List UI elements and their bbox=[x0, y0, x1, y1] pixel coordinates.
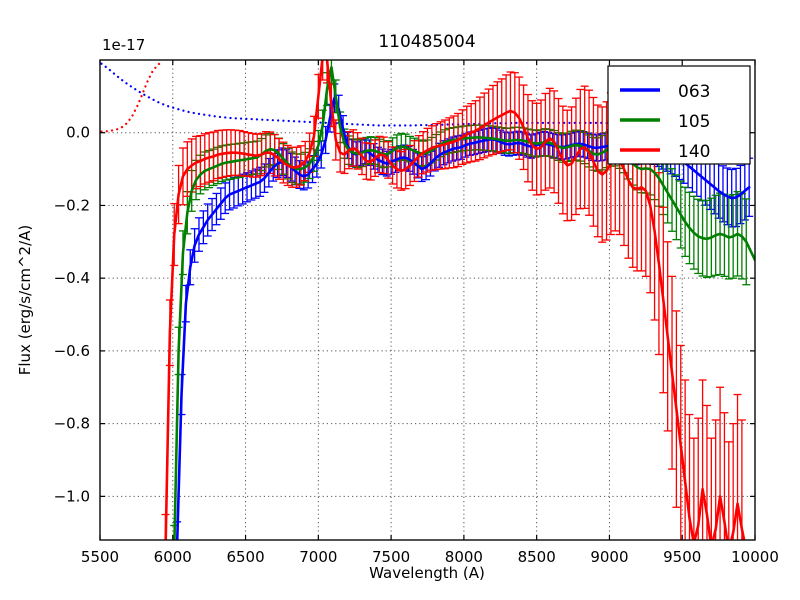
x-tick-label: 5500 bbox=[81, 548, 119, 566]
series-line-140 bbox=[164, 60, 746, 540]
legend-label-140[interactable]: 140 bbox=[678, 142, 710, 162]
y-tick-label: −0.6 bbox=[54, 342, 90, 360]
y-tick-label: −0.4 bbox=[54, 269, 90, 287]
axes-frame-overlay bbox=[99, 59, 756, 541]
x-axis-ticks: 5500 6000 6500 7000 7500 8000 8500 9000 9500 1000… bbox=[81, 60, 779, 566]
x-tick-label: 8000 bbox=[445, 548, 483, 566]
x-tick-label: 7500 bbox=[372, 548, 410, 566]
y-tick-label: −1.0 bbox=[54, 487, 90, 505]
x-tick-label: 7000 bbox=[299, 548, 337, 566]
series-line-105 bbox=[173, 65, 755, 540]
reference-lines bbox=[100, 60, 751, 133]
y-tick-label: −0.8 bbox=[54, 415, 90, 433]
x-tick-label: 9000 bbox=[590, 548, 628, 566]
y-tick-label: −0.2 bbox=[54, 196, 90, 214]
legend-box bbox=[607, 65, 751, 165]
x-tick-label: 10000 bbox=[731, 548, 779, 566]
legend-label-063[interactable]: 063 bbox=[678, 82, 710, 102]
y-axis-label: Flux (erg/s/cm^2/A) bbox=[16, 225, 34, 376]
y-axis-ticks: 0.0 −0.2 −0.4 −0.6 −0.8 −1.0 bbox=[54, 124, 755, 505]
legend[interactable]: 063 105 140 bbox=[607, 65, 751, 165]
x-tick-label: 6000 bbox=[154, 548, 192, 566]
red-dotted-reference bbox=[100, 60, 164, 133]
page-title: 110485004 bbox=[378, 32, 475, 52]
x-tick-label: 8500 bbox=[518, 548, 556, 566]
blue-dotted-reference bbox=[100, 62, 751, 127]
y-tick-label: 0.0 bbox=[66, 124, 90, 142]
y-axis-offset-label: 1e-17 bbox=[102, 36, 145, 54]
x-tick-label: 9500 bbox=[663, 548, 701, 566]
x-tick-label: 6500 bbox=[226, 548, 264, 566]
legend-label-105[interactable]: 105 bbox=[678, 112, 710, 132]
x-axis-label: Wavelength (A) bbox=[369, 564, 485, 582]
